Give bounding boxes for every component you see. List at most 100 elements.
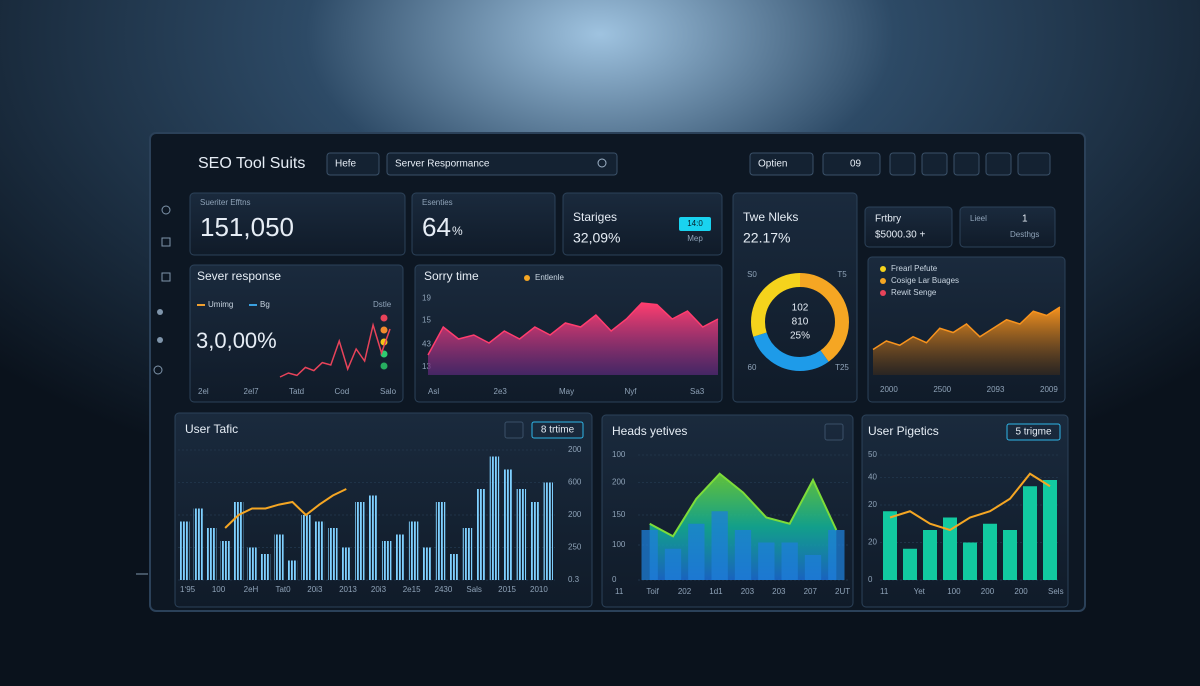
x-tick-label: 200 bbox=[1014, 587, 1028, 596]
range-button-label: 5 trigme bbox=[1015, 427, 1052, 438]
donut-axis-label: 60 bbox=[748, 363, 757, 372]
donut-center-label: 102 bbox=[792, 303, 809, 314]
bar bbox=[543, 482, 553, 580]
panel bbox=[189, 264, 404, 403]
bar bbox=[355, 502, 365, 580]
y-tick-label: 50 bbox=[868, 450, 877, 459]
bar bbox=[883, 511, 897, 580]
bar bbox=[408, 521, 419, 580]
headline: 3,0,00% bbox=[196, 328, 277, 353]
bar bbox=[530, 502, 540, 580]
search-icon[interactable] bbox=[597, 158, 607, 168]
range-button[interactable] bbox=[531, 421, 584, 439]
x-tick-label: 202 bbox=[678, 587, 692, 596]
legend-swatch bbox=[524, 275, 530, 281]
bar bbox=[711, 511, 728, 580]
icon[interactable] bbox=[157, 337, 163, 343]
x-tick-label: 11 bbox=[880, 587, 889, 596]
bar bbox=[193, 508, 203, 580]
y-tick-label: 100 bbox=[612, 540, 626, 549]
kpi-sub: Desthgs bbox=[1010, 230, 1039, 239]
search-box[interactable] bbox=[386, 152, 618, 176]
sidebar bbox=[136, 205, 171, 575]
bar bbox=[220, 541, 230, 580]
range-button[interactable] bbox=[1006, 423, 1061, 441]
bar bbox=[664, 548, 682, 580]
bar bbox=[381, 541, 392, 580]
status-dot bbox=[380, 326, 388, 334]
kpi-label: Esenties bbox=[422, 198, 453, 207]
tool-button[interactable] bbox=[889, 152, 916, 176]
icon[interactable] bbox=[161, 272, 171, 282]
bar bbox=[804, 555, 822, 580]
tool-button[interactable] bbox=[1017, 152, 1051, 176]
bar bbox=[395, 534, 405, 580]
options-button[interactable] bbox=[749, 152, 814, 176]
x-tick-label: 2UT bbox=[835, 587, 850, 596]
bar bbox=[1043, 480, 1057, 580]
bar bbox=[233, 502, 244, 580]
y-tick-label: 200 bbox=[612, 478, 626, 487]
kpi-value: $5000.30 + bbox=[875, 230, 925, 241]
tool-button[interactable] bbox=[953, 152, 980, 176]
x-tick-label: 2el7 bbox=[244, 387, 260, 396]
tool-button[interactable] bbox=[985, 152, 1012, 176]
icon[interactable] bbox=[161, 237, 171, 247]
bar bbox=[247, 547, 257, 580]
bar bbox=[963, 542, 977, 580]
chart-title: User Pigetics bbox=[868, 424, 939, 438]
chart-title: Sorry time bbox=[424, 269, 479, 283]
donut-axis-label: S0 bbox=[747, 270, 757, 279]
bar bbox=[641, 530, 658, 580]
chart-title: User Tafic bbox=[185, 422, 238, 436]
bar bbox=[301, 515, 311, 580]
dropdown[interactable] bbox=[824, 423, 844, 441]
range-button-label: 8 trtime bbox=[541, 425, 575, 436]
icon[interactable] bbox=[153, 365, 163, 375]
bar bbox=[734, 530, 752, 580]
y-tick-label: 200 bbox=[568, 445, 582, 454]
kpi-label: Sueriter Efftns bbox=[200, 198, 251, 207]
x-tick-label: Tat0 bbox=[275, 585, 291, 594]
x-tick-label: Tatd bbox=[289, 387, 304, 396]
y-tick-label: 43 bbox=[422, 340, 431, 349]
bar bbox=[260, 554, 271, 580]
dropdown[interactable] bbox=[504, 421, 524, 439]
bar bbox=[1003, 530, 1017, 580]
x-tick-label: 2000 bbox=[880, 385, 898, 394]
range-label: 09 bbox=[850, 159, 862, 170]
panel bbox=[562, 192, 723, 256]
kpi-value: 32,09% bbox=[573, 230, 620, 246]
x-tick-label: 20i3 bbox=[371, 585, 387, 594]
dropdown[interactable] bbox=[326, 152, 380, 176]
icon[interactable] bbox=[157, 309, 163, 315]
y-tick-label: 0 bbox=[868, 575, 873, 584]
bar bbox=[688, 523, 705, 580]
area bbox=[873, 307, 1060, 375]
range-button[interactable] bbox=[822, 152, 881, 176]
donut-segment bbox=[751, 273, 849, 371]
bar bbox=[983, 523, 997, 580]
bar bbox=[328, 528, 338, 580]
bar bbox=[435, 502, 446, 580]
donut-axis-label: T25 bbox=[835, 363, 849, 372]
kpi-value: 151,050 bbox=[200, 212, 294, 242]
y-tick-label: 15 bbox=[422, 316, 431, 325]
badge-label: 14:0 bbox=[687, 219, 703, 228]
tool-button[interactable] bbox=[921, 152, 948, 176]
bar bbox=[449, 554, 459, 580]
status-dot bbox=[380, 362, 388, 370]
kpi-value: 1 bbox=[1022, 214, 1028, 225]
area bbox=[428, 303, 718, 375]
options-label: Optien bbox=[758, 159, 787, 170]
legend-label: Umimg bbox=[208, 300, 233, 309]
x-tick-label: May bbox=[559, 387, 574, 396]
legend-label: Entlenle bbox=[535, 273, 564, 282]
panel bbox=[411, 192, 556, 256]
search-text: Server Respormance bbox=[395, 159, 490, 170]
app-title: SEO Tool Suits bbox=[198, 155, 305, 172]
bar bbox=[781, 542, 798, 580]
icon[interactable] bbox=[161, 205, 171, 215]
kpi-value: 22.17% bbox=[743, 230, 790, 246]
